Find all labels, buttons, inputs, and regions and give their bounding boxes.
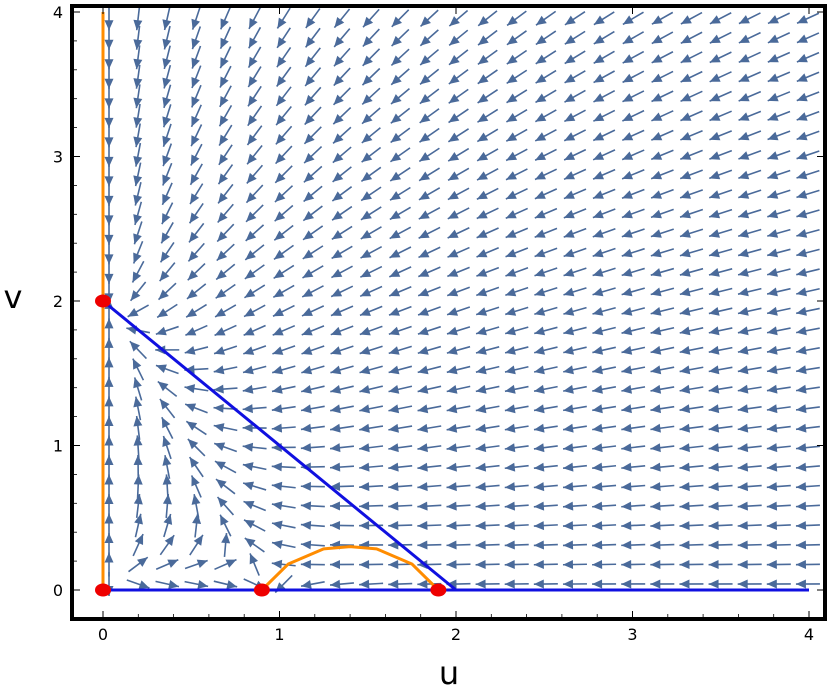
- y-tick-label: 4: [53, 3, 63, 22]
- x-tick-label: 0: [98, 625, 108, 644]
- equilibrium-point: [95, 584, 111, 597]
- x-tick-label: 4: [804, 625, 814, 644]
- y-tick-label: 2: [53, 292, 63, 311]
- x-tick-label: 3: [627, 625, 637, 644]
- x-tick-label: 2: [451, 625, 461, 644]
- equilibrium-point: [95, 295, 111, 308]
- x-tick-label: 1: [274, 625, 284, 644]
- y-tick-label: 3: [53, 148, 63, 167]
- equilibrium-point: [254, 584, 270, 597]
- y-tick-label: 1: [53, 437, 63, 456]
- equilibrium-point: [430, 584, 446, 597]
- y-axis-label: v: [4, 278, 23, 316]
- x-axis-label: u: [439, 654, 459, 692]
- y-tick-label: 0: [53, 581, 63, 600]
